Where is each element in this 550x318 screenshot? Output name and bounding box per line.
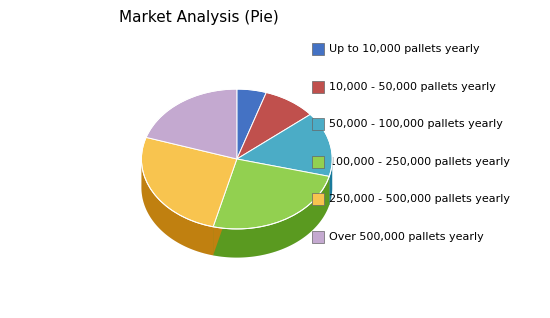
- Text: Up to 10,000 pallets yearly: Up to 10,000 pallets yearly: [329, 44, 480, 54]
- Polygon shape: [237, 159, 329, 205]
- Text: 10,000 - 50,000 pallets yearly: 10,000 - 50,000 pallets yearly: [329, 82, 496, 92]
- Polygon shape: [329, 159, 332, 205]
- Polygon shape: [237, 159, 329, 205]
- Polygon shape: [213, 176, 329, 258]
- Text: Over 500,000 pallets yearly: Over 500,000 pallets yearly: [329, 232, 484, 242]
- Polygon shape: [213, 159, 237, 255]
- Bar: [311, 43, 323, 55]
- Bar: [311, 193, 323, 205]
- Polygon shape: [237, 89, 266, 159]
- Bar: [311, 81, 323, 93]
- Bar: [311, 231, 323, 243]
- Text: Market Analysis (Pie): Market Analysis (Pie): [119, 10, 278, 24]
- Text: 50,000 - 100,000 pallets yearly: 50,000 - 100,000 pallets yearly: [329, 119, 503, 129]
- Ellipse shape: [141, 118, 332, 258]
- Polygon shape: [146, 89, 237, 159]
- Polygon shape: [213, 159, 329, 229]
- Polygon shape: [237, 93, 310, 159]
- Text: 250,000 - 500,000 pallets yearly: 250,000 - 500,000 pallets yearly: [329, 194, 510, 204]
- Polygon shape: [141, 137, 237, 227]
- Bar: [311, 156, 323, 168]
- Text: 100,000 - 250,000 pallets yearly: 100,000 - 250,000 pallets yearly: [329, 157, 510, 167]
- Polygon shape: [237, 114, 332, 176]
- Polygon shape: [141, 159, 213, 255]
- Polygon shape: [213, 159, 237, 255]
- Bar: [311, 118, 323, 130]
